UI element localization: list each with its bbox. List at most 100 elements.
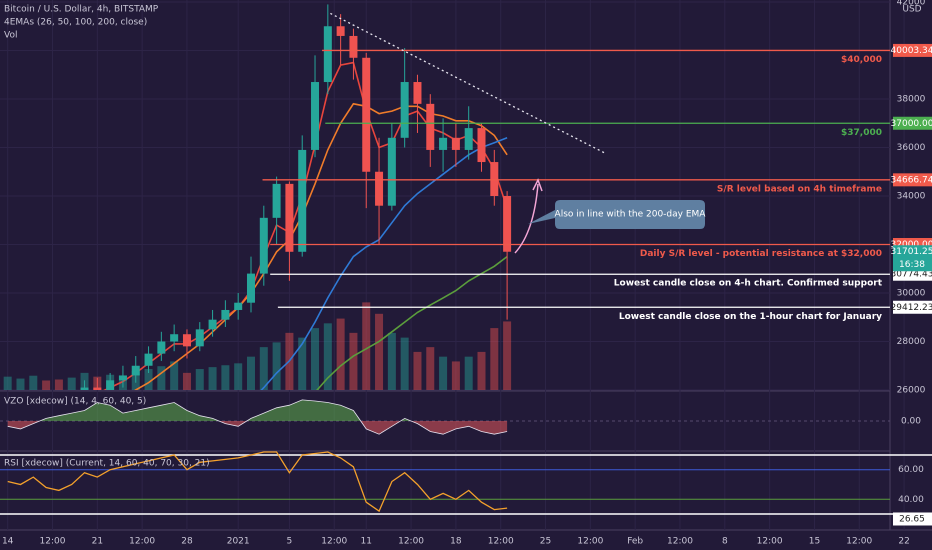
candle-body bbox=[439, 137, 448, 150]
x-tick-label: 8 bbox=[722, 537, 728, 547]
x-tick-label: Feb bbox=[627, 537, 643, 547]
volume-bar bbox=[42, 380, 51, 390]
last-price-box bbox=[893, 245, 932, 272]
y-tick-label: 28000 bbox=[897, 337, 926, 347]
candle-body bbox=[170, 334, 179, 342]
candle-body bbox=[413, 82, 422, 104]
trendline bbox=[330, 12, 605, 154]
vzo-line bbox=[7, 399, 508, 435]
volume-bar bbox=[234, 363, 243, 390]
candle-body bbox=[259, 217, 268, 274]
x-tick-label: 12:00 bbox=[757, 537, 783, 547]
candles bbox=[3, 4, 512, 390]
volume-bar bbox=[195, 369, 204, 390]
level-note: Lowest candle close on the 1-hour chart … bbox=[619, 312, 882, 322]
volume-bar bbox=[67, 377, 76, 390]
price-box-label: 32000.00 bbox=[891, 240, 932, 250]
ema-line bbox=[260, 137, 508, 390]
x-tick-label: 12:00 bbox=[321, 537, 347, 547]
volume-bar bbox=[451, 361, 460, 390]
price-box-label: 29412.23 bbox=[891, 303, 932, 313]
price-box-label: 40003.34 bbox=[891, 46, 932, 56]
y-tick-label: 40.00 bbox=[898, 495, 924, 505]
arrow bbox=[514, 183, 539, 254]
candle-body bbox=[144, 353, 153, 366]
callout bbox=[528, 200, 705, 229]
candle-body bbox=[195, 329, 204, 347]
volume-bar bbox=[387, 332, 396, 390]
candle-body bbox=[272, 183, 281, 218]
candle-body bbox=[234, 302, 243, 310]
volume-bar bbox=[503, 321, 512, 390]
x-tick-label: 12:00 bbox=[488, 537, 514, 547]
level-note: Lowest candle close on 4-h chart. Confir… bbox=[614, 279, 883, 289]
volume-bar bbox=[311, 328, 320, 390]
x-tick-label: 18 bbox=[450, 537, 462, 547]
y-tick-label: 34000 bbox=[897, 192, 926, 202]
y-tick-label: 26000 bbox=[897, 386, 926, 396]
candle-body bbox=[311, 82, 320, 150]
volume-bar bbox=[490, 328, 499, 390]
x-tick-label: 12:00 bbox=[577, 537, 603, 547]
last-value: 26.65 bbox=[899, 514, 925, 524]
price-box-label: 34666.74 bbox=[891, 175, 932, 185]
volume-bar bbox=[439, 356, 448, 390]
arrow-head bbox=[532, 178, 543, 192]
candle-body bbox=[285, 183, 294, 252]
volume-bar bbox=[16, 378, 25, 390]
vzo-title: VZO [xdecow] (14, 4, 60, 40, 5) bbox=[4, 397, 146, 407]
vzo-area-down bbox=[7, 421, 508, 435]
candle-body bbox=[387, 137, 396, 206]
vzo-area-up bbox=[7, 399, 508, 421]
volume-bar bbox=[413, 351, 422, 390]
price-box bbox=[893, 116, 932, 130]
price-box bbox=[893, 43, 932, 57]
volume-bar bbox=[477, 351, 486, 390]
volume-bar bbox=[3, 376, 12, 390]
candle-body bbox=[362, 57, 371, 172]
level-note: $40,000 bbox=[841, 55, 882, 65]
rsi-title: RSI [xdecow] (Current, 14, 60, 40, 70, 3… bbox=[4, 459, 210, 469]
volume-bar bbox=[54, 379, 63, 390]
candle-body bbox=[118, 375, 127, 381]
x-tick-label: 12:00 bbox=[667, 537, 693, 547]
candle-body bbox=[503, 196, 512, 252]
volume-bar bbox=[208, 367, 217, 390]
candle-body bbox=[131, 365, 140, 376]
candle-body bbox=[298, 149, 307, 252]
volume-bar bbox=[336, 318, 345, 390]
indicator-label: 4EMAs (26, 50, 100, 200, close) bbox=[4, 18, 147, 28]
callout-text: Also in line with the 200-day EMA bbox=[555, 210, 707, 220]
candle-body bbox=[375, 171, 384, 206]
price-box-label: 30774.43 bbox=[891, 270, 932, 280]
volume-bar bbox=[259, 347, 268, 390]
chart-title: Bitcoin / U.S. Dollar, 4h, BITSTAMP bbox=[4, 5, 159, 15]
volume-bar bbox=[29, 375, 38, 390]
candle-body bbox=[477, 128, 486, 163]
candle-body bbox=[246, 273, 255, 303]
volume-bar bbox=[375, 313, 384, 390]
level-note: Daily S/R level - potential resistance a… bbox=[640, 249, 882, 259]
last-value-box bbox=[893, 512, 932, 526]
candle-body bbox=[426, 103, 435, 150]
candle-body bbox=[464, 128, 473, 150]
volume-bar bbox=[272, 342, 281, 390]
x-tick-label: 12:00 bbox=[398, 537, 424, 547]
level-note: $37,000 bbox=[841, 128, 882, 138]
currency-label: USD bbox=[902, 5, 921, 15]
x-tick-label: 12:00 bbox=[846, 537, 872, 547]
ema-line bbox=[316, 255, 508, 390]
volume-bar bbox=[170, 361, 179, 390]
ema-line bbox=[134, 102, 508, 390]
volume-bar bbox=[400, 337, 409, 390]
volume-bar bbox=[298, 337, 307, 390]
ema-line bbox=[103, 61, 508, 390]
volume-bar bbox=[323, 323, 332, 390]
candle-body bbox=[336, 26, 345, 36]
volume-bar bbox=[157, 366, 166, 390]
price-box bbox=[893, 300, 932, 314]
x-tick-label: 12:00 bbox=[129, 537, 155, 547]
